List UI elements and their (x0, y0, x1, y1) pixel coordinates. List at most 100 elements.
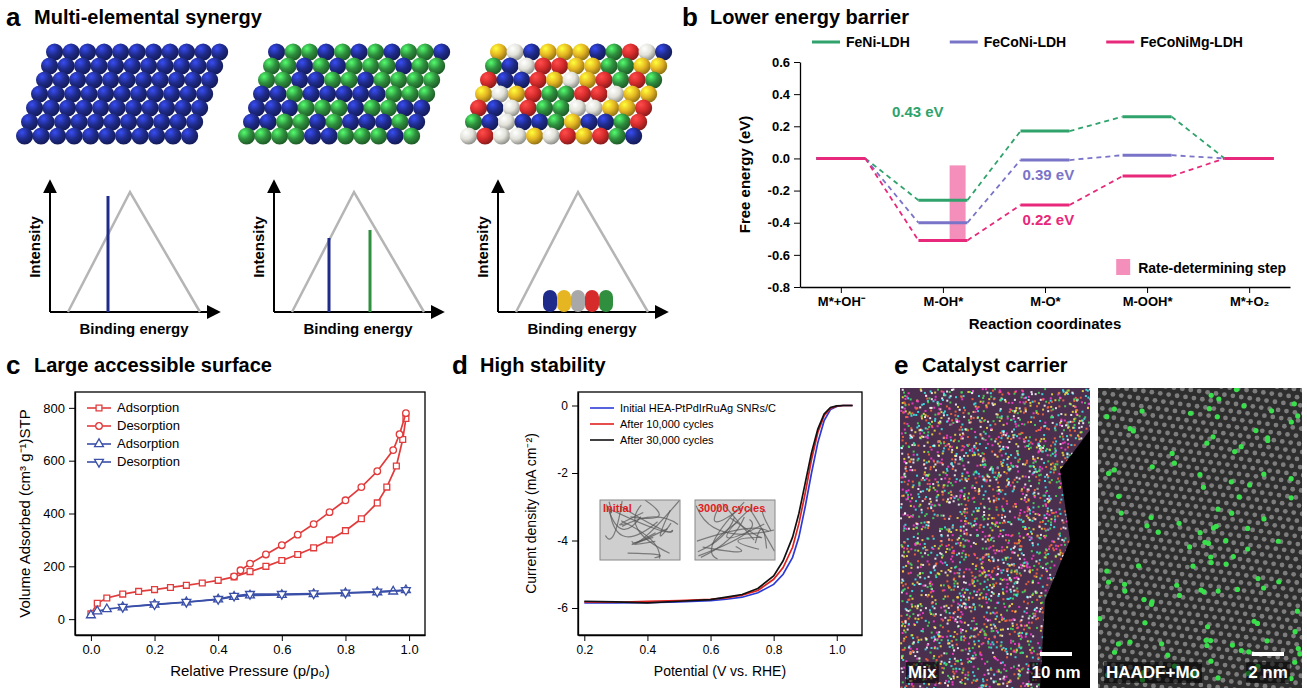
pixel (911, 402, 913, 404)
pixel (903, 461, 905, 463)
pixel (952, 683, 954, 685)
pixel (921, 479, 923, 481)
pixel (1048, 481, 1050, 483)
pixel (901, 625, 903, 627)
x-axis-tick-label: 0.8 (766, 643, 783, 657)
pixel (1009, 633, 1011, 635)
pixel (984, 576, 986, 578)
x-axis-tick: 1.0 (829, 635, 846, 657)
inset-background (600, 500, 680, 560)
pixel (920, 491, 922, 493)
pixel (1002, 588, 1004, 590)
pixel (979, 475, 981, 477)
pixel (908, 572, 910, 574)
pixel (953, 550, 955, 552)
pixel (1088, 471, 1090, 473)
pixel (1035, 410, 1037, 412)
pixel (1064, 489, 1066, 491)
pixel (971, 580, 973, 582)
pixel (1014, 516, 1016, 518)
pixel (1038, 442, 1040, 444)
pixel (945, 472, 947, 474)
pixel (1072, 427, 1074, 429)
pixel (1015, 407, 1017, 409)
pixel (944, 596, 946, 598)
pixel (900, 506, 902, 508)
pixel (940, 515, 942, 517)
panel-a: aMulti-elemental synergyIntensityBinding… (6, 2, 672, 337)
pixel (953, 649, 955, 651)
pixel (1083, 549, 1085, 551)
pixel (951, 539, 953, 541)
pixel (1035, 430, 1037, 432)
pixel (921, 590, 923, 592)
pixel (1075, 500, 1077, 502)
pixel (940, 417, 942, 419)
y-axis-tick-label: -0.8 (768, 280, 790, 295)
y-axis-tick-mark (69, 408, 75, 409)
pixel (994, 388, 996, 390)
pixel (923, 463, 925, 465)
pixel (923, 445, 925, 447)
y-axis-tick-label: 0.0 (772, 151, 790, 166)
pixel (947, 619, 949, 621)
y-axis-tick: -0.6 (768, 248, 800, 263)
pixel (949, 408, 951, 410)
pixel (965, 607, 967, 609)
x-axis-tick-mark (943, 287, 944, 293)
pixel (927, 554, 929, 556)
energy-connector (967, 205, 1020, 240)
pixel (957, 606, 959, 608)
legend-label: Adsorption (117, 400, 179, 415)
pixel (995, 680, 997, 682)
plot-frame (578, 392, 862, 635)
x-axis-tick-mark (1045, 287, 1046, 293)
atom (288, 127, 305, 144)
pixel (1030, 684, 1032, 686)
legend-marker (96, 405, 102, 411)
pixel (1002, 535, 1004, 537)
pixel (905, 660, 907, 662)
x-axis-tick-label: M-O* (1030, 294, 1061, 309)
pixel (1013, 590, 1015, 592)
pixel (990, 643, 992, 645)
pixel (979, 443, 981, 445)
pixel (939, 408, 941, 410)
marker (295, 552, 301, 558)
pixel (951, 605, 953, 607)
pixel (931, 425, 933, 427)
pixel (1043, 434, 1045, 436)
pixel (1003, 459, 1005, 461)
pixel (1069, 454, 1071, 456)
atom (165, 127, 182, 144)
pixel (960, 395, 962, 397)
y-axis-tick: 600 (43, 453, 75, 468)
pixel (956, 478, 958, 480)
image-base (900, 388, 1090, 688)
pixel (1030, 465, 1032, 467)
pixel (950, 558, 952, 560)
pixel (989, 534, 991, 536)
marker (152, 587, 158, 593)
pixel (964, 622, 966, 624)
pixel (1056, 647, 1058, 649)
pixel (1019, 407, 1021, 409)
panel-title: Large accessible surface (34, 354, 272, 376)
pixel (987, 669, 989, 671)
pixel (993, 624, 995, 626)
panel-letter: a (6, 2, 21, 32)
pixel (1073, 453, 1075, 455)
pixel (1009, 589, 1011, 591)
pixel (1010, 571, 1012, 573)
pixel (994, 612, 996, 614)
pixel (999, 678, 1001, 680)
pixel (904, 408, 906, 410)
pixel (1079, 621, 1081, 623)
pixel (954, 434, 956, 436)
pixel (952, 653, 954, 655)
marker (396, 431, 403, 438)
pixel (998, 688, 1000, 690)
pixel (990, 624, 992, 626)
pixel (1043, 425, 1045, 427)
pixel (1080, 605, 1082, 607)
